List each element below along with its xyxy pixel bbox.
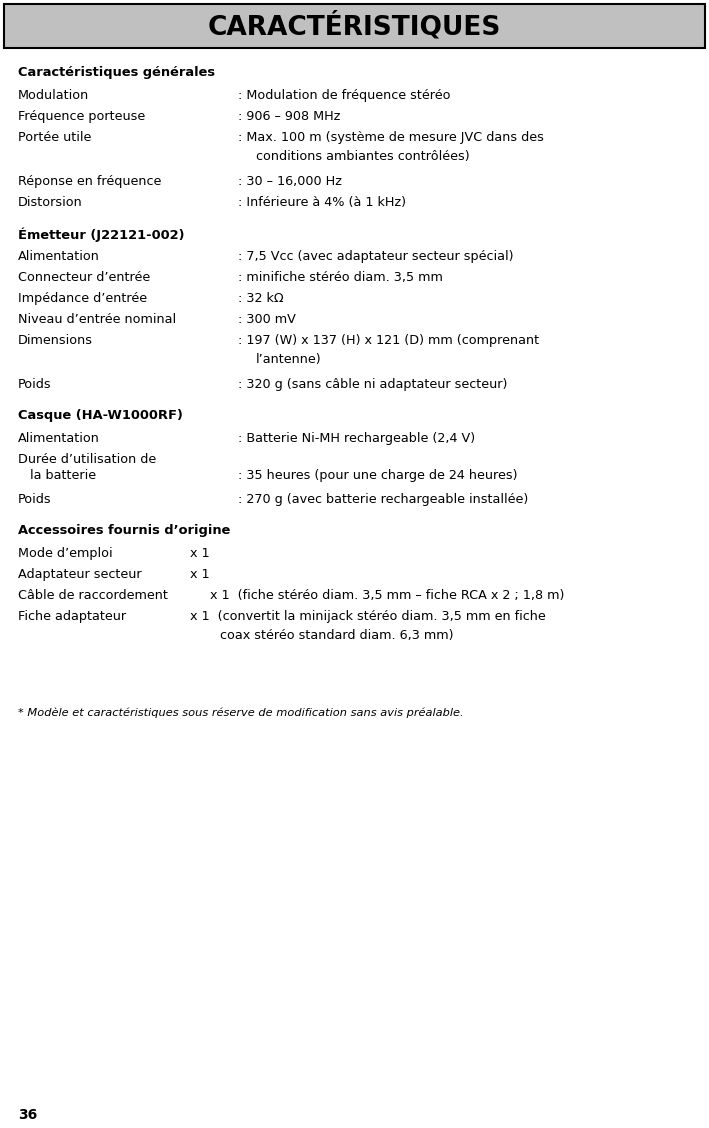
- Text: Réponse en fréquence: Réponse en fréquence: [18, 175, 162, 188]
- Text: Accessoires fournis d’origine: Accessoires fournis d’origine: [18, 525, 230, 537]
- Text: Durée d’utilisation de: Durée d’utilisation de: [18, 453, 156, 466]
- Text: Poids: Poids: [18, 378, 52, 391]
- Text: Connecteur d’entrée: Connecteur d’entrée: [18, 271, 150, 284]
- Text: x 1  (convertit la minijack stéréo diam. 3,5 mm en fiche: x 1 (convertit la minijack stéréo diam. …: [190, 610, 546, 623]
- Text: Casque (HA-W1000RF): Casque (HA-W1000RF): [18, 409, 183, 422]
- Text: la batterie: la batterie: [18, 469, 96, 482]
- Bar: [4, 5, 705, 49]
- Text: Distorsion: Distorsion: [18, 196, 83, 209]
- Text: : 320 g (sans câble ni adaptateur secteur): : 320 g (sans câble ni adaptateur secteu…: [238, 378, 508, 391]
- Text: Adaptateur secteur: Adaptateur secteur: [18, 569, 142, 581]
- Text: : 35 heures (pour une charge de 24 heures): : 35 heures (pour une charge de 24 heure…: [238, 469, 518, 482]
- Text: 36: 36: [18, 1108, 38, 1122]
- Text: Fréquence porteuse: Fréquence porteuse: [18, 111, 145, 123]
- Text: Portée utile: Portée utile: [18, 131, 91, 144]
- Text: Poids: Poids: [18, 493, 52, 506]
- Text: : Modulation de fréquence stéréo: : Modulation de fréquence stéréo: [238, 89, 450, 102]
- Text: Alimentation: Alimentation: [18, 250, 100, 263]
- Text: : 32 kΩ: : 32 kΩ: [238, 292, 284, 305]
- Text: Câble de raccordement: Câble de raccordement: [18, 589, 168, 602]
- Text: Caractéristiques générales: Caractéristiques générales: [18, 67, 215, 79]
- Text: x 1  (fiche stéréo diam. 3,5 mm – fiche RCA x 2 ; 1,8 m): x 1 (fiche stéréo diam. 3,5 mm – fiche R…: [210, 589, 564, 602]
- Text: : 197 (W) x 137 (H) x 121 (D) mm (comprenant: : 197 (W) x 137 (H) x 121 (D) mm (compre…: [238, 334, 539, 347]
- Text: Modulation: Modulation: [18, 89, 89, 102]
- Text: CARACTÉRISTIQUES: CARACTÉRISTIQUES: [207, 11, 501, 41]
- Text: Émetteur (J22121-002): Émetteur (J22121-002): [18, 227, 184, 241]
- Text: conditions ambiantes contrôlées): conditions ambiantes contrôlées): [256, 150, 469, 164]
- Text: coax stéréo standard diam. 6,3 mm): coax stéréo standard diam. 6,3 mm): [220, 629, 454, 642]
- Text: : Inférieure à 4% (à 1 kHz): : Inférieure à 4% (à 1 kHz): [238, 196, 406, 209]
- Text: Fiche adaptateur: Fiche adaptateur: [18, 610, 126, 623]
- Text: : minifiche stéréo diam. 3,5 mm: : minifiche stéréo diam. 3,5 mm: [238, 271, 443, 284]
- Text: Dimensions: Dimensions: [18, 334, 93, 347]
- Text: Alimentation: Alimentation: [18, 432, 100, 446]
- Text: Impédance d’entrée: Impédance d’entrée: [18, 292, 147, 305]
- Text: : 30 – 16,000 Hz: : 30 – 16,000 Hz: [238, 175, 342, 188]
- Text: : 7,5 Vcc (avec adaptateur secteur spécial): : 7,5 Vcc (avec adaptateur secteur spéci…: [238, 250, 513, 263]
- Text: Niveau d’entrée nominal: Niveau d’entrée nominal: [18, 312, 176, 326]
- Text: x 1: x 1: [190, 569, 210, 581]
- Text: : 270 g (avec batterie rechargeable installée): : 270 g (avec batterie rechargeable inst…: [238, 493, 528, 506]
- Text: l’antenne): l’antenne): [256, 353, 322, 365]
- Text: : 906 – 908 MHz: : 906 – 908 MHz: [238, 111, 340, 123]
- Text: * Modèle et caractéristiques sous réserve de modification sans avis préalable.: * Modèle et caractéristiques sous réserv…: [18, 707, 464, 717]
- Text: x 1: x 1: [190, 547, 210, 559]
- Text: : Max. 100 m (système de mesure JVC dans des: : Max. 100 m (système de mesure JVC dans…: [238, 131, 544, 144]
- Text: : 300 mV: : 300 mV: [238, 312, 296, 326]
- Text: Mode d’emploi: Mode d’emploi: [18, 547, 113, 559]
- Text: : Batterie Ni-MH rechargeable (2,4 V): : Batterie Ni-MH rechargeable (2,4 V): [238, 432, 475, 446]
